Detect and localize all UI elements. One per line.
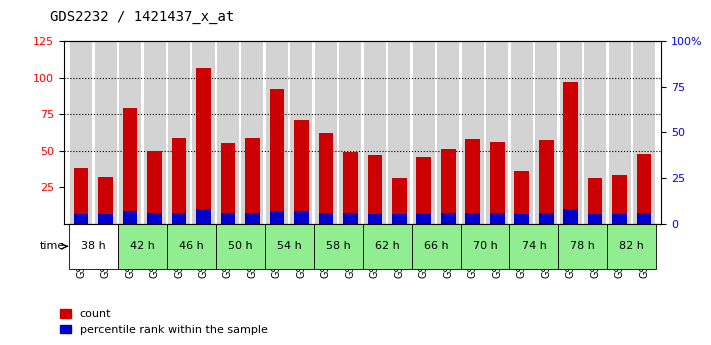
Bar: [196, 209, 211, 224]
Text: 42 h: 42 h: [130, 241, 155, 251]
Bar: [171, 138, 186, 224]
Bar: [242, 41, 264, 224]
Bar: [98, 177, 113, 224]
Bar: [588, 215, 602, 224]
Bar: [167, 224, 215, 269]
Bar: [269, 211, 284, 224]
Bar: [584, 41, 606, 224]
Bar: [74, 215, 88, 224]
Bar: [215, 224, 264, 269]
Bar: [95, 41, 117, 224]
Text: GDS2232 / 1421437_x_at: GDS2232 / 1421437_x_at: [50, 10, 234, 24]
Text: 70 h: 70 h: [473, 241, 498, 251]
Bar: [441, 213, 456, 224]
Bar: [119, 41, 141, 224]
Bar: [563, 82, 578, 224]
Bar: [633, 41, 655, 224]
Bar: [220, 144, 235, 224]
Bar: [168, 41, 190, 224]
Bar: [535, 41, 557, 224]
Bar: [74, 168, 88, 224]
Text: 82 h: 82 h: [619, 241, 644, 251]
Bar: [123, 108, 137, 224]
Bar: [412, 224, 461, 269]
Bar: [264, 224, 314, 269]
Bar: [217, 41, 239, 224]
Text: 54 h: 54 h: [277, 241, 301, 251]
Bar: [290, 41, 312, 224]
Bar: [70, 41, 92, 224]
Bar: [363, 224, 412, 269]
Bar: [147, 213, 162, 224]
Bar: [266, 41, 288, 224]
Bar: [220, 213, 235, 224]
Bar: [193, 41, 215, 224]
Bar: [294, 211, 309, 224]
Text: 78 h: 78 h: [570, 241, 595, 251]
Bar: [118, 224, 167, 269]
Bar: [368, 155, 383, 224]
Bar: [319, 133, 333, 224]
Bar: [413, 41, 435, 224]
Bar: [461, 224, 510, 269]
Bar: [539, 213, 554, 224]
Text: 38 h: 38 h: [81, 241, 106, 251]
Bar: [607, 224, 656, 269]
Text: 66 h: 66 h: [424, 241, 449, 251]
Bar: [514, 215, 529, 224]
Bar: [368, 215, 383, 224]
Bar: [514, 171, 529, 224]
Bar: [417, 213, 431, 224]
Bar: [490, 213, 505, 224]
Bar: [563, 209, 578, 224]
Bar: [461, 41, 483, 224]
Bar: [144, 41, 166, 224]
Bar: [612, 215, 627, 224]
Bar: [441, 149, 456, 224]
Bar: [343, 213, 358, 224]
Bar: [417, 157, 431, 224]
Bar: [315, 41, 337, 224]
Bar: [196, 68, 211, 224]
Bar: [245, 213, 260, 224]
Bar: [388, 41, 410, 224]
Bar: [558, 224, 607, 269]
Legend: count, percentile rank within the sample: count, percentile rank within the sample: [55, 305, 272, 339]
Bar: [364, 41, 386, 224]
Text: 62 h: 62 h: [375, 241, 400, 251]
Bar: [319, 213, 333, 224]
Text: time: time: [40, 241, 65, 251]
Bar: [245, 138, 260, 224]
Bar: [612, 176, 627, 224]
Bar: [560, 41, 582, 224]
Bar: [588, 178, 602, 224]
Bar: [637, 154, 651, 224]
Bar: [392, 215, 407, 224]
Bar: [466, 213, 480, 224]
Bar: [510, 41, 533, 224]
Bar: [609, 41, 631, 224]
Bar: [343, 152, 358, 224]
Bar: [486, 41, 508, 224]
Bar: [147, 151, 162, 224]
Bar: [269, 89, 284, 224]
Bar: [392, 178, 407, 224]
Bar: [314, 224, 363, 269]
Bar: [510, 224, 558, 269]
Bar: [98, 215, 113, 224]
Bar: [294, 120, 309, 224]
Bar: [69, 224, 118, 269]
Bar: [539, 140, 554, 224]
Text: 46 h: 46 h: [179, 241, 203, 251]
Bar: [466, 139, 480, 224]
Text: 58 h: 58 h: [326, 241, 351, 251]
Bar: [637, 213, 651, 224]
Bar: [339, 41, 361, 224]
Bar: [437, 41, 459, 224]
Bar: [171, 213, 186, 224]
Bar: [490, 142, 505, 224]
Text: 50 h: 50 h: [228, 241, 252, 251]
Bar: [123, 211, 137, 224]
Text: 74 h: 74 h: [521, 241, 546, 251]
